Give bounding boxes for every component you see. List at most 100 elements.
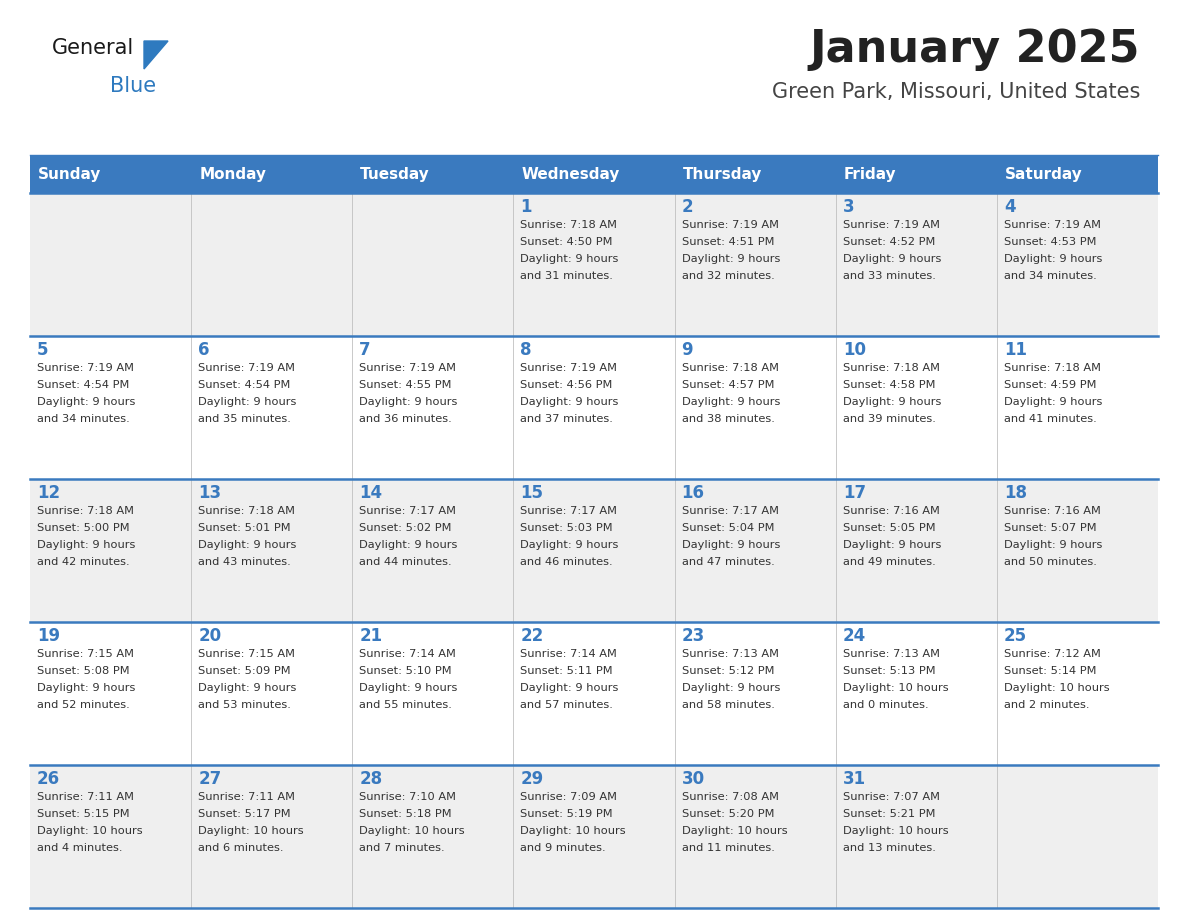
Text: 27: 27 bbox=[198, 770, 221, 788]
Text: Sunrise: 7:18 AM: Sunrise: 7:18 AM bbox=[37, 506, 134, 516]
Text: Daylight: 9 hours: Daylight: 9 hours bbox=[682, 540, 781, 550]
Text: Daylight: 9 hours: Daylight: 9 hours bbox=[37, 397, 135, 407]
Text: Daylight: 9 hours: Daylight: 9 hours bbox=[520, 683, 619, 693]
Text: 17: 17 bbox=[842, 484, 866, 502]
Text: Sunset: 5:00 PM: Sunset: 5:00 PM bbox=[37, 523, 129, 533]
Text: Daylight: 9 hours: Daylight: 9 hours bbox=[1004, 540, 1102, 550]
Text: and 37 minutes.: and 37 minutes. bbox=[520, 414, 613, 424]
Text: and 6 minutes.: and 6 minutes. bbox=[198, 843, 284, 853]
Text: Sunset: 5:04 PM: Sunset: 5:04 PM bbox=[682, 523, 775, 533]
Text: and 53 minutes.: and 53 minutes. bbox=[198, 700, 291, 710]
Bar bbox=[30, 765, 1158, 908]
Text: Daylight: 9 hours: Daylight: 9 hours bbox=[682, 397, 781, 407]
Bar bbox=[30, 479, 1158, 622]
Text: Green Park, Missouri, United States: Green Park, Missouri, United States bbox=[772, 82, 1140, 102]
Text: 20: 20 bbox=[198, 627, 221, 645]
Text: Daylight: 9 hours: Daylight: 9 hours bbox=[37, 683, 135, 693]
Text: and 38 minutes.: and 38 minutes. bbox=[682, 414, 775, 424]
Text: and 42 minutes.: and 42 minutes. bbox=[37, 557, 129, 567]
Text: and 35 minutes.: and 35 minutes. bbox=[198, 414, 291, 424]
Text: Sunrise: 7:11 AM: Sunrise: 7:11 AM bbox=[198, 792, 295, 802]
Bar bbox=[30, 193, 1158, 336]
Text: Sunset: 4:51 PM: Sunset: 4:51 PM bbox=[682, 237, 775, 247]
Text: 23: 23 bbox=[682, 627, 704, 645]
Text: Sunset: 5:10 PM: Sunset: 5:10 PM bbox=[359, 666, 451, 676]
Bar bbox=[30, 622, 1158, 765]
Text: Daylight: 10 hours: Daylight: 10 hours bbox=[682, 826, 788, 836]
Text: Sunrise: 7:12 AM: Sunrise: 7:12 AM bbox=[1004, 649, 1101, 659]
Text: Sunset: 5:01 PM: Sunset: 5:01 PM bbox=[198, 523, 291, 533]
Text: Sunset: 5:08 PM: Sunset: 5:08 PM bbox=[37, 666, 129, 676]
Text: and 58 minutes.: and 58 minutes. bbox=[682, 700, 775, 710]
Bar bbox=[30, 155, 1158, 193]
Text: 18: 18 bbox=[1004, 484, 1026, 502]
Text: and 4 minutes.: and 4 minutes. bbox=[37, 843, 122, 853]
Text: Sunset: 5:17 PM: Sunset: 5:17 PM bbox=[198, 809, 291, 819]
Text: Sunrise: 7:16 AM: Sunrise: 7:16 AM bbox=[1004, 506, 1101, 516]
Text: 11: 11 bbox=[1004, 341, 1026, 359]
Text: Monday: Monday bbox=[200, 166, 266, 182]
Text: Daylight: 9 hours: Daylight: 9 hours bbox=[842, 540, 941, 550]
Text: Blue: Blue bbox=[110, 76, 156, 96]
Text: Sunrise: 7:18 AM: Sunrise: 7:18 AM bbox=[198, 506, 295, 516]
Text: 24: 24 bbox=[842, 627, 866, 645]
Text: and 47 minutes.: and 47 minutes. bbox=[682, 557, 775, 567]
Text: 16: 16 bbox=[682, 484, 704, 502]
Text: Sunrise: 7:19 AM: Sunrise: 7:19 AM bbox=[1004, 220, 1101, 230]
Text: 25: 25 bbox=[1004, 627, 1026, 645]
Text: 26: 26 bbox=[37, 770, 61, 788]
Text: Sunrise: 7:17 AM: Sunrise: 7:17 AM bbox=[359, 506, 456, 516]
Text: 30: 30 bbox=[682, 770, 704, 788]
Text: Sunset: 5:12 PM: Sunset: 5:12 PM bbox=[682, 666, 775, 676]
Text: Daylight: 9 hours: Daylight: 9 hours bbox=[520, 540, 619, 550]
Text: 1: 1 bbox=[520, 198, 532, 216]
Text: 6: 6 bbox=[198, 341, 209, 359]
Text: Daylight: 10 hours: Daylight: 10 hours bbox=[359, 826, 465, 836]
Text: Thursday: Thursday bbox=[683, 166, 762, 182]
Text: Daylight: 10 hours: Daylight: 10 hours bbox=[520, 826, 626, 836]
Text: January 2025: January 2025 bbox=[809, 28, 1140, 71]
Text: Sunset: 4:54 PM: Sunset: 4:54 PM bbox=[37, 380, 129, 390]
Text: Daylight: 9 hours: Daylight: 9 hours bbox=[682, 254, 781, 264]
Text: Wednesday: Wednesday bbox=[522, 166, 620, 182]
Text: Sunrise: 7:16 AM: Sunrise: 7:16 AM bbox=[842, 506, 940, 516]
Text: Sunrise: 7:19 AM: Sunrise: 7:19 AM bbox=[359, 363, 456, 373]
Text: and 34 minutes.: and 34 minutes. bbox=[1004, 271, 1097, 281]
Text: Daylight: 9 hours: Daylight: 9 hours bbox=[198, 683, 297, 693]
Text: Sunrise: 7:18 AM: Sunrise: 7:18 AM bbox=[842, 363, 940, 373]
Text: 8: 8 bbox=[520, 341, 532, 359]
Text: Sunrise: 7:07 AM: Sunrise: 7:07 AM bbox=[842, 792, 940, 802]
Text: Sunrise: 7:14 AM: Sunrise: 7:14 AM bbox=[520, 649, 618, 659]
Text: Daylight: 10 hours: Daylight: 10 hours bbox=[842, 683, 948, 693]
Text: and 43 minutes.: and 43 minutes. bbox=[198, 557, 291, 567]
Text: 28: 28 bbox=[359, 770, 383, 788]
Text: 31: 31 bbox=[842, 770, 866, 788]
Bar bbox=[30, 336, 1158, 479]
Text: and 50 minutes.: and 50 minutes. bbox=[1004, 557, 1097, 567]
Text: 5: 5 bbox=[37, 341, 49, 359]
Text: and 52 minutes.: and 52 minutes. bbox=[37, 700, 129, 710]
Text: Sunset: 5:03 PM: Sunset: 5:03 PM bbox=[520, 523, 613, 533]
Text: Sunset: 5:21 PM: Sunset: 5:21 PM bbox=[842, 809, 935, 819]
Text: Sunrise: 7:19 AM: Sunrise: 7:19 AM bbox=[198, 363, 295, 373]
Text: 29: 29 bbox=[520, 770, 544, 788]
Text: Sunrise: 7:19 AM: Sunrise: 7:19 AM bbox=[842, 220, 940, 230]
Text: and 49 minutes.: and 49 minutes. bbox=[842, 557, 935, 567]
Text: 4: 4 bbox=[1004, 198, 1016, 216]
Text: 12: 12 bbox=[37, 484, 61, 502]
Text: and 2 minutes.: and 2 minutes. bbox=[1004, 700, 1089, 710]
Text: and 46 minutes.: and 46 minutes. bbox=[520, 557, 613, 567]
Text: Sunrise: 7:18 AM: Sunrise: 7:18 AM bbox=[1004, 363, 1101, 373]
Text: Sunset: 5:02 PM: Sunset: 5:02 PM bbox=[359, 523, 451, 533]
Text: 21: 21 bbox=[359, 627, 383, 645]
Text: Sunset: 4:58 PM: Sunset: 4:58 PM bbox=[842, 380, 935, 390]
Text: 13: 13 bbox=[198, 484, 221, 502]
Text: Sunrise: 7:09 AM: Sunrise: 7:09 AM bbox=[520, 792, 618, 802]
Text: and 31 minutes.: and 31 minutes. bbox=[520, 271, 613, 281]
Text: Sunset: 5:05 PM: Sunset: 5:05 PM bbox=[842, 523, 935, 533]
Text: Sunrise: 7:17 AM: Sunrise: 7:17 AM bbox=[520, 506, 618, 516]
Text: Daylight: 9 hours: Daylight: 9 hours bbox=[359, 397, 457, 407]
Text: and 9 minutes.: and 9 minutes. bbox=[520, 843, 606, 853]
Text: Daylight: 9 hours: Daylight: 9 hours bbox=[1004, 397, 1102, 407]
Text: Sunset: 5:09 PM: Sunset: 5:09 PM bbox=[198, 666, 291, 676]
